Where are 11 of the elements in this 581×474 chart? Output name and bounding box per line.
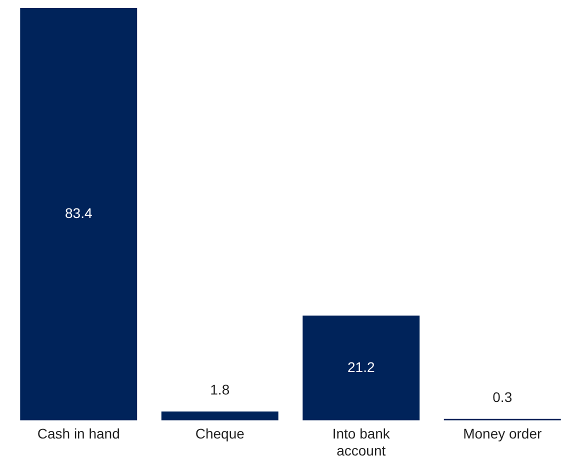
bar <box>20 8 138 420</box>
x-tick-label: Money order <box>463 426 542 442</box>
data-label: 1.8 <box>210 381 230 398</box>
x-tick-label: Cheque <box>195 426 245 442</box>
bar <box>302 316 420 420</box>
data-label: 21.2 <box>348 358 375 375</box>
x-tick-label: Cash in hand <box>37 426 120 442</box>
data-label: 0.3 <box>492 388 512 405</box>
data-label: 83.4 <box>65 205 92 222</box>
bar <box>161 412 278 420</box>
x-tick-label: Into bank account <box>332 426 391 458</box>
